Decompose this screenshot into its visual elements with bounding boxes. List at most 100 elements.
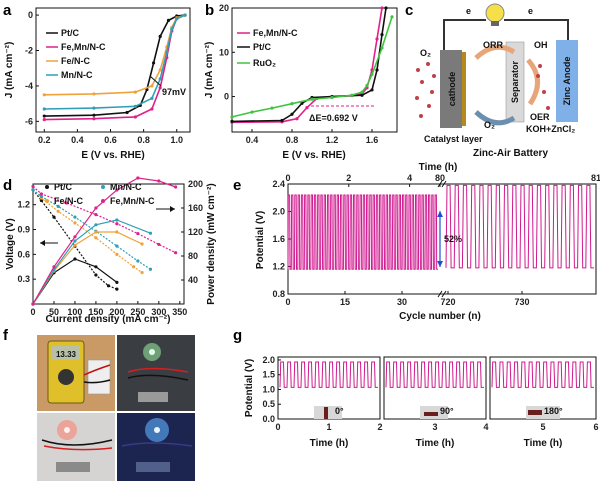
voltage-gap-arrowhead-up-icon xyxy=(437,211,443,217)
panel-label-a: a xyxy=(3,2,12,19)
data-point-a-mn-n-c xyxy=(92,106,96,110)
x-tick-label-b: 1.2 xyxy=(326,135,339,145)
orr-label: ORR xyxy=(483,40,504,50)
data-point-a-fe-n-c xyxy=(92,92,96,96)
data-point-d-power-pt-c xyxy=(94,265,98,269)
multimeter-dial-icon xyxy=(58,369,74,385)
cycling-curve-e xyxy=(287,184,594,270)
top-tick-label-e: 81 xyxy=(591,173,600,183)
legend-label-b-fe-mn-n-c: Fe,Mn/N-C xyxy=(253,28,298,38)
cycling-trace-late xyxy=(445,184,594,269)
flexible-battery-icon xyxy=(324,407,328,419)
separator-plate xyxy=(505,41,525,123)
data-point-a-mn-n-c xyxy=(175,17,179,21)
data-point-a-mn-n-c xyxy=(150,96,154,100)
zinc-anode-label: Zinc Anode xyxy=(562,57,572,106)
data-point-a-mn-n-c xyxy=(165,50,169,54)
bend-angle-90: 90° xyxy=(440,406,454,416)
orr-arrow xyxy=(474,44,516,60)
data-point-d-voltage-pt-c xyxy=(52,215,56,219)
x-tick-label-e: 30 xyxy=(397,297,407,307)
y2-tick-label-d: 200 xyxy=(188,179,203,189)
legend-label-b-ruo2: RuO₂ xyxy=(253,58,276,68)
green-led-icon xyxy=(149,349,155,355)
y-tick-label-e: 1.6 xyxy=(272,234,285,244)
top-tick-label-e: 2 xyxy=(346,173,351,183)
x-axis-label-b: E (V vs. RHE) xyxy=(282,150,345,161)
data-point-d-power-fe-mn-n-c xyxy=(157,179,161,183)
x-axis-label-g-0: Time (h) xyxy=(310,438,349,449)
x-axis-label-d: Current density (mA cm⁻²) xyxy=(46,314,171,325)
delta-e-annotation: ΔE=0.692 V xyxy=(309,105,376,123)
cycling-trace-g-1 xyxy=(385,361,484,388)
data-point-d-power-fe-mn-n-c xyxy=(136,176,140,180)
data-point-b-ruo xyxy=(365,83,369,88)
legend-marker-d-fe-n-c xyxy=(45,199,49,203)
catalyst-layer-label: Catalyst layer xyxy=(424,134,483,144)
inset-photo-180deg: 180° xyxy=(526,406,563,419)
bend-angle-0: 0° xyxy=(335,406,344,416)
power-axis-arrowhead-icon xyxy=(170,206,175,212)
y-tick-label-a: 0 xyxy=(28,10,33,20)
oh-label: OH xyxy=(534,40,548,50)
x-tick-label-d: 250 xyxy=(130,307,145,317)
data-point-b-ruo xyxy=(230,115,234,119)
series-line-d-voltage-fe-n-c xyxy=(32,189,143,274)
wire-left xyxy=(443,19,486,60)
electrolyte-label: KOH+ZnCl₂ xyxy=(526,124,575,134)
data-point-d-voltage-mn-n-c xyxy=(148,267,153,271)
data-point-d-voltage-fe-n-c xyxy=(94,236,98,240)
data-point-b-pt-c xyxy=(360,93,364,97)
y-axis-label-d: Voltage (V) xyxy=(5,218,16,269)
legend-b: Fe,Mn/N-C Pt/C RuO₂ xyxy=(237,28,298,68)
data-point-b-fe-mn-n-c xyxy=(305,106,309,110)
data-point-d-voltage-pt-c xyxy=(39,198,43,203)
legend-label-d-fe-n-c: Fe/N-C xyxy=(54,196,84,206)
panel-c: c e e cathode Separator Zinc Anode ORR O… xyxy=(405,2,578,159)
legend-d: Pt/C Mn/N-C Fe/N-C Fe,Mn/N-C xyxy=(45,182,155,206)
inset-photo-background xyxy=(526,406,560,419)
x-axis-label-g-90: Time (h) xyxy=(416,438,455,449)
data-point-a-fe-n-c xyxy=(42,93,46,97)
data-point-a-fe-n-c xyxy=(150,84,154,88)
x-tick-label-g: 2 xyxy=(377,422,382,432)
data-point-b-ruo xyxy=(330,95,334,100)
data-point-d-power-fe-n-c xyxy=(115,230,119,234)
data-point-d-power-fe-mn-n-c xyxy=(73,235,77,239)
photo-green-led xyxy=(117,335,195,411)
x-tick-label-a: 1.0 xyxy=(170,135,183,145)
data-point-d-voltage-mn-n-c xyxy=(39,194,43,199)
x-tick-label-e: 720 xyxy=(440,297,455,307)
legend-label-fe-mn-n-c: Fe,Mn/N-C xyxy=(61,42,106,52)
data-point-d-voltage-fe-mn-n-c xyxy=(94,213,98,217)
data-point-d-power-fe-n-c xyxy=(73,243,77,247)
bulb-base-icon xyxy=(491,21,499,26)
data-point-d-power-fe-n-c xyxy=(94,230,98,234)
separator-label: Separator xyxy=(510,61,520,104)
schematic-caption: Zinc-Air Battery xyxy=(473,148,548,159)
top-axis-label-e: Time (h) xyxy=(419,162,458,173)
data-point-a-mn-n-c xyxy=(170,27,174,31)
data-point-d-power-mn-n-c xyxy=(115,218,119,222)
panel-label-f: f xyxy=(3,327,9,344)
wire-red xyxy=(43,445,113,451)
data-point-d-power-fe-mn-n-c xyxy=(115,188,119,192)
panel-label-e: e xyxy=(233,177,241,194)
x-tick-label-b: 1.6 xyxy=(366,135,379,145)
probe-wire-black xyxy=(83,379,111,384)
y-tick-label-g: 0.0 xyxy=(262,414,275,424)
y-tick-label-e: 2.0 xyxy=(272,207,285,217)
oxygen-molecules-icon xyxy=(415,62,550,118)
data-point-b-ruo xyxy=(310,97,314,101)
y-tick-label-b: 10 xyxy=(219,47,229,57)
x-tick-label-e: 730 xyxy=(514,297,529,307)
inset-photo-0deg: 0° xyxy=(314,406,344,419)
y-tick-label-e: 1.2 xyxy=(272,262,285,272)
data-point-b-ruo xyxy=(350,93,354,97)
data-point-a-fe-n-c xyxy=(133,90,137,94)
data-point-a-pt-c xyxy=(42,114,46,118)
data-point-b-pt-c xyxy=(384,6,388,10)
